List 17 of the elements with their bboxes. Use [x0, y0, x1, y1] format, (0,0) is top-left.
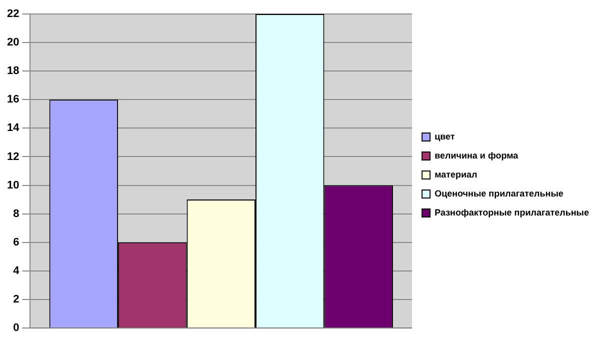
legend-label: величина и форма	[434, 150, 520, 160]
y-tick-label: 4	[13, 264, 20, 277]
y-tick-label: 18	[6, 65, 20, 78]
y-tick-label: 16	[6, 94, 20, 106]
y-tick-label: 12	[6, 150, 20, 163]
y-tick-label: 10	[6, 179, 20, 192]
legend-label: материал	[434, 169, 478, 180]
y-tick-label: 22	[6, 8, 20, 20]
y-tick-label: 14	[6, 122, 20, 134]
legend-label: Оценочные прилагательные	[434, 188, 564, 198]
legend-label: цвет	[434, 131, 456, 142]
y-tick-label: 20	[6, 36, 20, 49]
y-tick-label: 8	[13, 208, 20, 220]
legend-label: Разнофакторные прилагательные	[434, 207, 589, 218]
y-tick-label: 0	[13, 322, 20, 334]
y-tick-label: 6	[13, 236, 20, 248]
y-tick-label: 2	[13, 293, 20, 306]
